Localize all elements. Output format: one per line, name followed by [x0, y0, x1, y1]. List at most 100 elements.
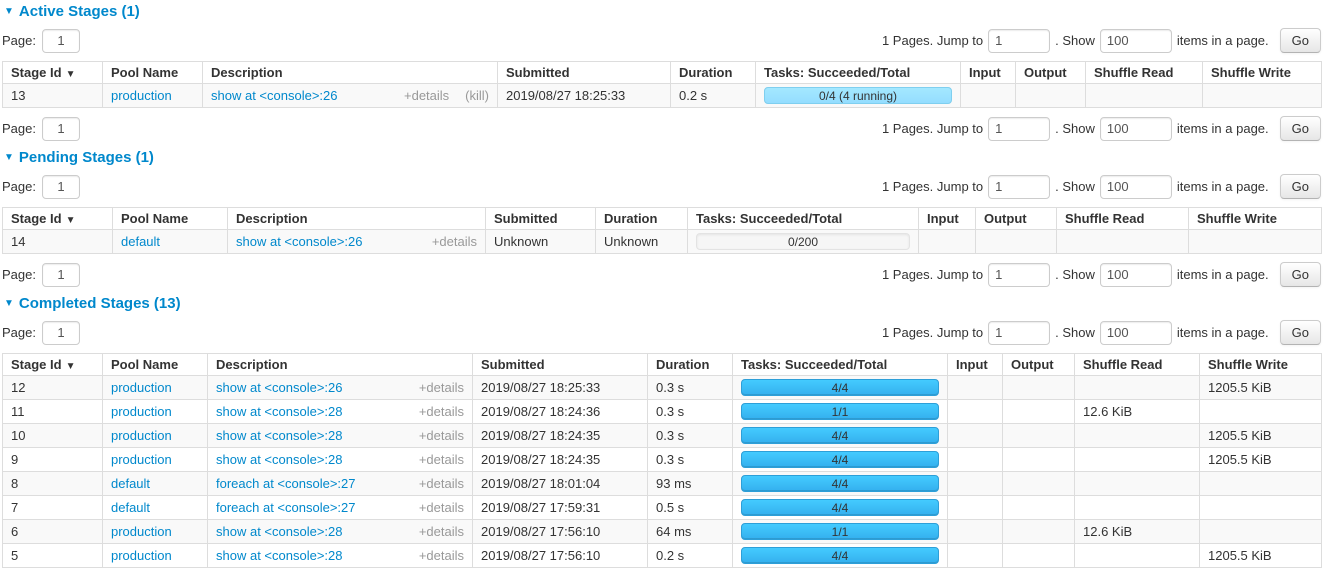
column-header-pool-name[interactable]: Pool Name — [102, 353, 208, 376]
show-count-input[interactable] — [1099, 174, 1172, 199]
description-link[interactable]: foreach at <console>:27 — [216, 500, 356, 515]
column-header-pool-name[interactable]: Pool Name — [112, 207, 228, 230]
jump-to-input[interactable] — [988, 320, 1051, 345]
page-number-input[interactable] — [41, 262, 80, 287]
column-header-stage-id[interactable]: Stage Id ▼ — [2, 353, 103, 376]
column-header-tasks-succeeded-total[interactable]: Tasks: Succeeded/Total — [732, 353, 948, 376]
column-header-tasks-succeeded-total[interactable]: Tasks: Succeeded/Total — [755, 61, 961, 84]
column-header-output[interactable]: Output — [975, 207, 1057, 230]
pool-name-link[interactable]: production — [111, 524, 172, 539]
pool-name-link[interactable]: production — [111, 404, 172, 419]
details-toggle-link[interactable]: +details — [418, 500, 464, 515]
jump-to-input[interactable] — [988, 28, 1051, 53]
details-toggle-link[interactable]: +details — [418, 428, 464, 443]
pages-count-text: 1 Pages. Jump to — [881, 179, 984, 194]
jump-to-input[interactable] — [988, 116, 1051, 141]
column-header-output[interactable]: Output — [1015, 61, 1086, 84]
pool-name-link[interactable]: default — [121, 234, 161, 249]
column-header-input[interactable]: Input — [947, 353, 1003, 376]
column-header-shuffle-write[interactable]: Shuffle Write — [1188, 207, 1322, 230]
header-row: Stage Id ▼ Pool Name Description Submitted Du… — [2, 207, 1322, 230]
stage-id-cell: 13 — [2, 83, 103, 108]
column-header-description[interactable]: Description — [207, 353, 473, 376]
column-header-shuffle-read[interactable]: Shuffle Read — [1056, 207, 1189, 230]
details-toggle-link[interactable]: +details — [418, 548, 464, 563]
column-header-input[interactable]: Input — [918, 207, 976, 230]
description-link[interactable]: show at <console>:26 — [236, 234, 363, 249]
column-header-duration[interactable]: Duration — [670, 61, 756, 84]
page-number-input[interactable] — [41, 174, 80, 199]
progress-fill — [741, 475, 939, 492]
pool-name-link[interactable]: production — [111, 380, 172, 395]
tasks-cell: 4/4 — [732, 423, 948, 448]
column-header-pool-name[interactable]: Pool Name — [102, 61, 203, 84]
column-header-description[interactable]: Description — [227, 207, 486, 230]
section-pending-stages: ▼ Pending Stages (1) Page: 1 Pages. Jump to… — [2, 149, 1322, 287]
column-header-submitted[interactable]: Submitted — [485, 207, 596, 230]
section-title-pending-stages[interactable]: ▼ Pending Stages (1) — [4, 149, 1321, 166]
description-link[interactable]: show at <console>:28 — [216, 452, 343, 467]
task-progress-bar: 4/4 — [741, 499, 939, 516]
column-header-submitted[interactable]: Submitted — [472, 353, 648, 376]
column-header-shuffle-write[interactable]: Shuffle Write — [1202, 61, 1322, 84]
pool-name-link[interactable]: production — [111, 88, 172, 103]
column-header-shuffle-read[interactable]: Shuffle Read — [1085, 61, 1203, 84]
pool-name-link[interactable]: production — [111, 428, 172, 443]
duration-cell: 0.2 s — [647, 543, 733, 568]
column-header-submitted[interactable]: Submitted — [497, 61, 671, 84]
stage-id-cell: 9 — [2, 447, 103, 472]
details-toggle-link[interactable]: +details — [418, 404, 464, 419]
column-header-label: Stage Id — [11, 211, 62, 226]
show-count-input[interactable] — [1099, 262, 1172, 287]
column-header-stage-id[interactable]: Stage Id ▼ — [2, 207, 113, 230]
kill-link[interactable]: (kill) — [465, 88, 489, 103]
details-toggle-link[interactable]: +details — [431, 234, 477, 249]
column-header-tasks-succeeded-total[interactable]: Tasks: Succeeded/Total — [687, 207, 919, 230]
input-cell — [947, 447, 1003, 472]
pool-name-link[interactable]: production — [111, 548, 172, 563]
column-header-label: Stage Id — [11, 357, 62, 372]
column-header-output[interactable]: Output — [1002, 353, 1075, 376]
pool-name-link[interactable]: default — [111, 500, 151, 515]
column-header-duration[interactable]: Duration — [647, 353, 733, 376]
go-button[interactable]: Go — [1279, 320, 1321, 345]
details-toggle-link[interactable]: +details — [404, 88, 450, 103]
show-count-input[interactable] — [1099, 28, 1172, 53]
page-number-input[interactable] — [41, 28, 80, 53]
description-link[interactable]: show at <console>:28 — [216, 404, 343, 419]
section-title-completed-stages[interactable]: ▼ Completed Stages (13) — [4, 295, 1321, 312]
details-toggle-link[interactable]: +details — [418, 524, 464, 539]
go-button[interactable]: Go — [1279, 28, 1321, 53]
details-toggle-link[interactable]: +details — [418, 452, 464, 467]
stage-id-value: 13 — [11, 88, 26, 103]
column-header-stage-id[interactable]: Stage Id ▼ — [2, 61, 103, 84]
show-count-input[interactable] — [1099, 320, 1172, 345]
pool-name-link[interactable]: production — [111, 452, 172, 467]
section-title-active-stages[interactable]: ▼ Active Stages (1) — [4, 3, 1321, 20]
jump-to-input[interactable] — [988, 174, 1051, 199]
pool-name-link[interactable]: default — [111, 476, 151, 491]
column-header-duration[interactable]: Duration — [595, 207, 688, 230]
show-count-input[interactable] — [1099, 116, 1172, 141]
page-number-control: Page: — [2, 262, 80, 287]
description-link[interactable]: show at <console>:28 — [216, 548, 343, 563]
stage-id-value: 8 — [11, 476, 19, 491]
go-button[interactable]: Go — [1279, 262, 1321, 287]
column-header-input[interactable]: Input — [960, 61, 1016, 84]
column-header-shuffle-read[interactable]: Shuffle Read — [1074, 353, 1200, 376]
description-link[interactable]: show at <console>:26 — [211, 88, 338, 103]
description-link[interactable]: show at <console>:26 — [216, 380, 343, 395]
details-toggle-link[interactable]: +details — [418, 380, 464, 395]
column-header-label: Input — [956, 357, 988, 372]
description-link[interactable]: show at <console>:28 — [216, 524, 343, 539]
jump-to-input[interactable] — [988, 262, 1051, 287]
column-header-description[interactable]: Description — [202, 61, 498, 84]
details-toggle-link[interactable]: +details — [418, 476, 464, 491]
page-number-input[interactable] — [41, 320, 80, 345]
description-link[interactable]: show at <console>:28 — [216, 428, 343, 443]
go-button[interactable]: Go — [1279, 116, 1321, 141]
column-header-shuffle-write[interactable]: Shuffle Write — [1199, 353, 1322, 376]
go-button[interactable]: Go — [1279, 174, 1321, 199]
page-number-input[interactable] — [41, 116, 80, 141]
description-link[interactable]: foreach at <console>:27 — [216, 476, 356, 491]
